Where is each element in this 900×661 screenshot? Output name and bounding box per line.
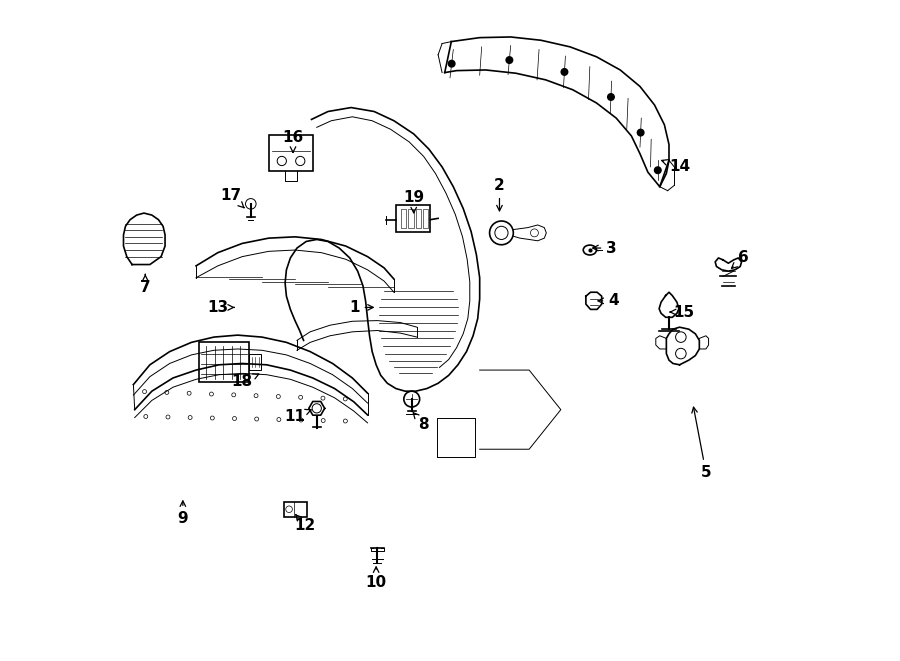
- Text: 6: 6: [732, 251, 749, 268]
- Text: 16: 16: [283, 130, 303, 152]
- Text: 8: 8: [413, 412, 429, 432]
- Circle shape: [608, 94, 614, 100]
- Circle shape: [561, 69, 568, 75]
- Circle shape: [654, 167, 662, 174]
- Text: 7: 7: [140, 274, 150, 295]
- Text: 13: 13: [207, 300, 234, 315]
- Text: 12: 12: [294, 515, 316, 533]
- Text: 15: 15: [670, 305, 695, 319]
- Circle shape: [506, 57, 513, 63]
- Text: 14: 14: [662, 159, 690, 175]
- Text: 4: 4: [598, 293, 619, 308]
- Text: 17: 17: [220, 188, 244, 208]
- Text: 1: 1: [349, 300, 373, 315]
- Circle shape: [637, 130, 643, 136]
- Circle shape: [448, 60, 454, 67]
- Text: 10: 10: [365, 567, 387, 590]
- Text: 3: 3: [593, 241, 616, 256]
- Text: 2: 2: [494, 178, 505, 211]
- Text: 19: 19: [403, 190, 424, 213]
- Text: 9: 9: [177, 501, 188, 526]
- Text: 5: 5: [692, 407, 711, 480]
- Text: 11: 11: [284, 408, 311, 424]
- Text: 18: 18: [231, 374, 259, 389]
